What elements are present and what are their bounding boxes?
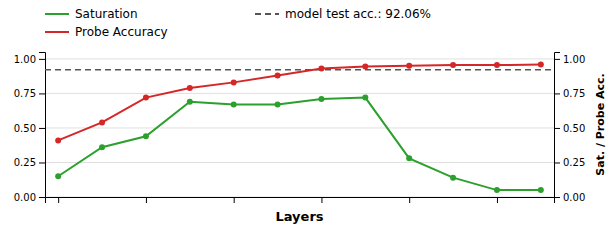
tick-mark — [321, 197, 322, 203]
tick-label: 0.75 — [14, 88, 36, 99]
legend-swatch — [45, 13, 69, 15]
legend-swatch — [45, 31, 69, 33]
tick: 0.75 — [554, 88, 585, 99]
grid-line — [45, 93, 554, 94]
tick-mark — [39, 162, 45, 163]
legend: Saturation Probe Accuracy model test acc.:… — [45, 7, 431, 39]
series — [55, 61, 544, 143]
tick-mark — [39, 93, 45, 94]
tick: 0.50 — [554, 123, 585, 134]
legend-entry: Probe Accuracy — [45, 25, 168, 39]
legend-label: Probe Accuracy — [75, 25, 168, 39]
tick-mark — [554, 162, 560, 163]
tick-mark — [39, 59, 45, 60]
tick-label: 1.00 — [14, 54, 36, 65]
x-axis-title: Layers — [275, 209, 323, 224]
point — [318, 96, 324, 102]
point — [143, 133, 149, 139]
tick-mark — [58, 197, 59, 203]
tick: 0.75 — [14, 88, 45, 99]
tick-mark — [497, 197, 498, 203]
tick — [146, 197, 147, 203]
tick — [409, 197, 410, 203]
point — [99, 144, 105, 150]
axis-line — [555, 53, 561, 198]
y2-axis-title: Sat. / Probe Acc. — [594, 73, 607, 175]
tick — [321, 197, 322, 203]
plot-area: 0.00 0.25 0.50 0.75 1.00 0.00 0.25 0.50 0.75 1.00 — [14, 53, 586, 204]
point — [406, 155, 412, 161]
point — [362, 95, 368, 101]
point — [187, 85, 193, 91]
tick: 1.00 — [14, 54, 45, 65]
point — [275, 72, 281, 78]
point — [494, 62, 500, 68]
grid-line — [45, 127, 554, 128]
chart: 0.00 0.25 0.50 0.75 1.00 0.00 0.25 0.50 0.75 1.00… — [0, 0, 614, 229]
tick — [497, 197, 498, 203]
tick-label: 0.25 — [563, 157, 585, 168]
point — [406, 63, 412, 69]
tick-mark — [39, 128, 45, 129]
tick-label: 0.50 — [14, 123, 36, 134]
point — [231, 79, 237, 85]
tick: 0.25 — [554, 157, 585, 168]
tick-mark — [234, 197, 235, 203]
x-axis — [46, 197, 555, 203]
line — [58, 98, 541, 191]
tick-mark — [554, 59, 560, 60]
tick: 0.50 — [14, 123, 45, 134]
point — [450, 62, 456, 68]
tick-label: 0.25 — [14, 157, 36, 168]
tick-mark — [146, 197, 147, 203]
tick — [58, 197, 59, 203]
point — [275, 101, 281, 107]
axis-line — [39, 53, 46, 198]
grid-line — [45, 58, 554, 59]
tick-mark — [554, 197, 560, 198]
tick-mark — [554, 93, 560, 94]
point — [143, 95, 149, 101]
tick: 0.00 — [554, 192, 585, 203]
point — [55, 173, 61, 179]
point — [231, 101, 237, 107]
tick-label: 1.00 — [563, 54, 585, 65]
axis-line — [46, 198, 555, 204]
tick: 0.00 — [14, 192, 45, 203]
point — [494, 187, 500, 193]
point — [318, 66, 324, 72]
point — [362, 64, 368, 70]
point — [55, 137, 61, 143]
grid-line — [45, 162, 554, 163]
tick: 0.25 — [14, 157, 45, 168]
tick-label: 0.50 — [563, 123, 585, 134]
line — [58, 64, 541, 140]
point — [99, 119, 105, 125]
tick: 1.00 — [554, 54, 585, 65]
point — [538, 187, 544, 193]
reference-line — [45, 69, 554, 71]
tick-mark — [409, 197, 410, 203]
series — [55, 95, 544, 194]
point — [538, 61, 544, 67]
tick-label: 0.75 — [563, 88, 585, 99]
legend-entry: model test acc.: 92.06% — [255, 7, 431, 21]
legend-swatch — [255, 13, 279, 15]
tick-label: 0.00 — [14, 192, 36, 203]
y-axis: 0.00 0.25 0.50 0.75 1.00 — [14, 53, 46, 203]
point — [450, 175, 456, 181]
legend-label: Saturation — [75, 7, 138, 21]
tick — [234, 197, 235, 203]
legend-entry: Saturation — [45, 7, 138, 21]
point — [187, 99, 193, 105]
tick-mark — [554, 128, 560, 129]
tick-mark — [39, 197, 45, 198]
y2-axis: 0.00 0.25 0.50 0.75 1.00 — [554, 53, 585, 203]
tick-label: 0.00 — [563, 192, 585, 203]
marks — [45, 61, 554, 193]
grid — [45, 59, 554, 197]
legend-label: model test acc.: 92.06% — [285, 7, 431, 21]
